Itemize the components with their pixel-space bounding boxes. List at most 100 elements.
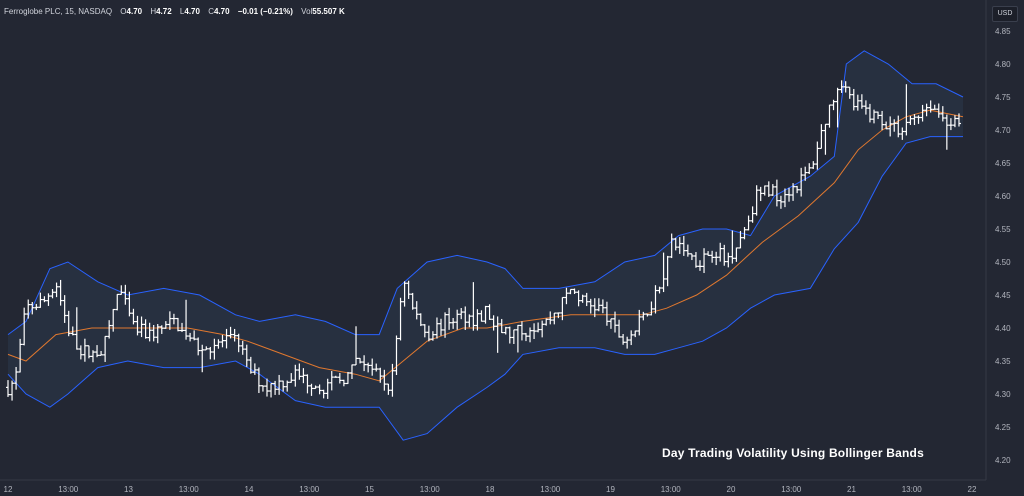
ohlc-bar: [499, 318, 504, 334]
ohlc-bar: [18, 338, 23, 373]
ohlc-bar: [115, 293, 120, 311]
ohlc-bar: [750, 206, 755, 223]
ohlc-bar: [78, 345, 83, 360]
ohlc-bar: [770, 184, 775, 196]
ohlc-bar: [584, 292, 589, 307]
ohlc-bar: [293, 364, 298, 387]
ohlc-bar: [940, 106, 945, 122]
high-label: H: [150, 7, 157, 16]
ohlc-bar: [835, 87, 840, 128]
ohlc-bar: [208, 346, 213, 360]
ohlc-bar: [22, 307, 27, 346]
ohlc-bar: [815, 141, 820, 170]
currency-badge[interactable]: USD: [992, 6, 1018, 22]
ohlc-bar: [564, 287, 569, 305]
ohlc-bar: [625, 336, 630, 349]
ohlc-bar: [139, 316, 144, 338]
ohlc-bar: [787, 187, 792, 202]
ohlc-bar: [580, 294, 585, 303]
ohlc-bar: [256, 367, 261, 394]
ohlc-bar: [807, 163, 812, 175]
ohlc-bar: [305, 374, 310, 394]
ohlc-bar: [730, 230, 735, 264]
ohlc-bar: [900, 127, 905, 140]
open-label: O: [120, 7, 127, 16]
ohlc-bar: [896, 115, 901, 138]
ohlc-bar: [58, 279, 63, 306]
ohlc-bar: [414, 301, 419, 320]
x-tick-label: 15: [365, 485, 374, 494]
ohlc-bar: [232, 328, 237, 342]
ohlc-bar: [200, 344, 205, 373]
ohlc-bar: [855, 94, 860, 111]
ohlc-bar: [443, 312, 448, 338]
ohlc-bar: [297, 363, 302, 380]
basis-line: [7, 109, 964, 382]
ohlc-bar: [394, 335, 399, 376]
ohlc-bar: [528, 327, 533, 343]
ohlc-bar: [167, 311, 172, 330]
ohlc-bar: [163, 321, 168, 329]
ohlc-bar: [119, 285, 124, 296]
ohlc-bar: [495, 316, 500, 353]
ohlc-bar: [734, 247, 739, 262]
ohlc-bar: [159, 325, 164, 334]
ohlc-bar: [507, 326, 512, 344]
volume-label: Vol: [301, 7, 313, 16]
y-tick-label: 4.65: [995, 159, 1011, 168]
ohlc-bar: [180, 322, 185, 333]
ohlc-bar: [374, 363, 379, 372]
ohlc-bar: [333, 375, 338, 378]
ohlc-bar: [358, 357, 363, 364]
ohlc-bar: [956, 113, 961, 127]
ohlc-bar: [317, 384, 322, 395]
low-label: L: [179, 7, 185, 16]
upper-band-line: [7, 50, 964, 336]
band-fill: [8, 50, 963, 441]
x-tick-label: 13:00: [661, 485, 682, 494]
ohlc-bar: [281, 380, 286, 392]
ohlc-bar: [422, 324, 427, 338]
x-tick-label: 13:00: [420, 485, 441, 494]
ohlc-bar: [556, 312, 561, 319]
ohlc-bar: [269, 382, 274, 398]
x-tick-label: 13: [124, 485, 133, 494]
ohlc-bar: [637, 309, 642, 336]
y-tick-label: 4.60: [995, 192, 1011, 201]
ohlc-bar: [34, 303, 39, 311]
ohlc-bar: [38, 292, 43, 308]
ohlc-bar: [196, 337, 201, 356]
ohlc-bar: [653, 285, 658, 314]
symbol-name[interactable]: Ferroglobe PLC, 15, NASDAQ: [4, 7, 113, 16]
ohlc-bar: [220, 334, 225, 348]
ohlc-bar: [337, 372, 342, 384]
ohlc-bar: [463, 306, 468, 330]
ohlc-bar: [827, 104, 832, 128]
ohlc-bar: [10, 380, 15, 401]
ohlc-bar: [26, 299, 31, 319]
x-tick-label: 13:00: [781, 485, 802, 494]
ohlc-bar: [766, 181, 771, 197]
ohlc-bar: [273, 380, 278, 395]
ohlc-bar: [264, 378, 269, 397]
ohlc-bar: [277, 374, 282, 395]
ohlc-bar: [540, 320, 545, 338]
high-value: 4.72: [156, 7, 172, 16]
ohlc-bar: [617, 319, 622, 338]
ohlc-bar: [30, 301, 35, 315]
ohlc-bar: [378, 367, 383, 383]
ohlc-bar: [536, 322, 541, 333]
ohlc-bar: [459, 307, 464, 320]
ohlc-bar: [544, 318, 549, 326]
ohlc-bar: [42, 296, 47, 303]
ohlc-bar: [329, 371, 334, 391]
close-value: 4.70: [213, 7, 230, 16]
ohlc-bar: [532, 323, 537, 339]
ohlc-bar: [604, 301, 609, 326]
ohlc-bar: [511, 329, 516, 345]
ohlc-bar: [560, 296, 565, 321]
ohlc-bar: [718, 242, 723, 262]
ohlc-bar: [867, 103, 872, 123]
